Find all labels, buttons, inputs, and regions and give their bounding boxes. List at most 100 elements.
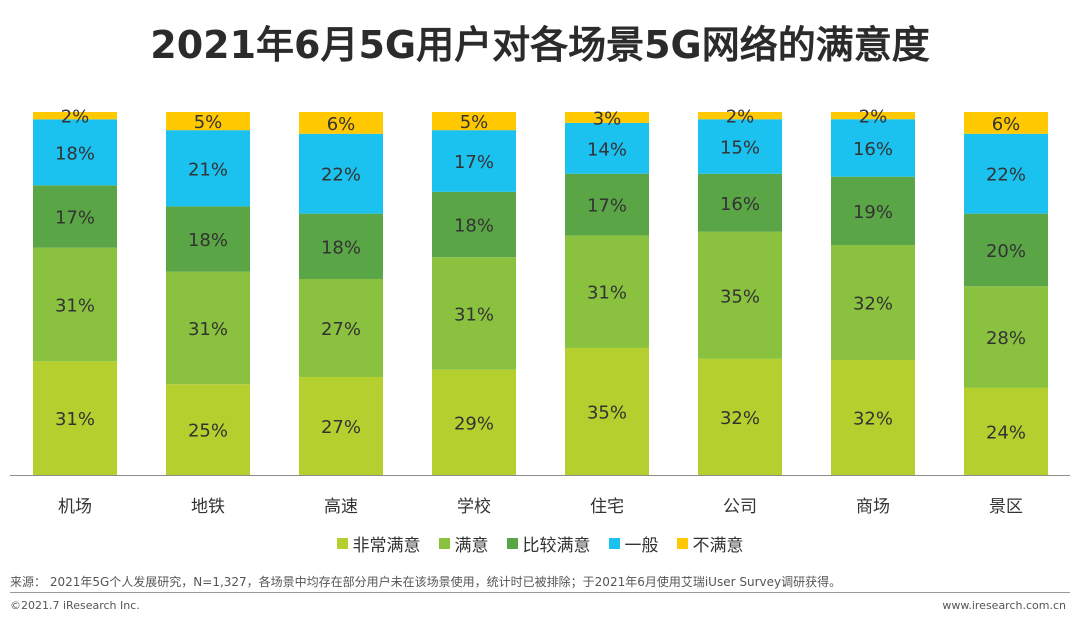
data-label: 19% <box>853 202 893 223</box>
legend-item: 一般 <box>608 531 659 556</box>
bar-segment <box>432 257 516 370</box>
bar-segment <box>432 112 516 131</box>
data-label: 18% <box>454 216 494 237</box>
data-label: 31% <box>188 319 228 340</box>
data-label: 17% <box>454 152 494 173</box>
data-label: 22% <box>321 165 361 186</box>
bar-segment <box>166 130 250 207</box>
bar-segment <box>166 384 250 475</box>
data-label: 15% <box>720 137 760 158</box>
data-label: 17% <box>55 208 95 229</box>
data-label: 16% <box>720 194 760 215</box>
x-tick-label: 学校 <box>457 497 491 517</box>
data-label: 35% <box>587 402 627 423</box>
data-label: 31% <box>454 304 494 325</box>
bar-segment <box>698 231 782 359</box>
legend-item: 满意 <box>438 531 489 556</box>
data-label: 6% <box>327 114 356 135</box>
data-label: 2% <box>61 107 90 128</box>
x-tick-label: 景区 <box>989 497 1023 517</box>
bar-segment <box>33 185 117 248</box>
data-label: 18% <box>321 237 361 258</box>
source-note: 来源： 2021年5G个人发展研究，N=1,327，各场景中均存在部分用户未在该… <box>10 575 842 589</box>
copyright-text: ©2021.7 iResearch Inc. <box>10 599 140 612</box>
data-label: 5% <box>460 112 489 133</box>
legend-swatch <box>438 538 450 549</box>
data-label: 31% <box>587 283 627 304</box>
bar-segment <box>698 112 782 120</box>
legend-item: 非常满意 <box>336 531 421 556</box>
chart-title: 2021年6月5G用户对各场景5G网络的满意度 <box>150 23 930 67</box>
bar-segment <box>299 213 383 279</box>
bar-segment <box>166 206 250 272</box>
bar-segment <box>299 376 383 475</box>
bar-segment <box>698 119 782 174</box>
bar-segment <box>33 361 117 475</box>
data-label: 29% <box>454 413 494 434</box>
bar-segment <box>565 347 649 475</box>
legend-item: 比较满意 <box>506 531 591 556</box>
bar-segment <box>831 119 915 177</box>
data-label: 24% <box>986 422 1026 443</box>
data-label: 16% <box>853 139 893 160</box>
bar-segment <box>964 213 1048 287</box>
bar-segment <box>964 286 1048 388</box>
data-label: 18% <box>188 230 228 251</box>
bar-segment <box>33 247 117 362</box>
data-label: 27% <box>321 319 361 340</box>
legend-item: 不满意 <box>676 531 744 556</box>
bar-segment <box>565 235 649 348</box>
bar-segment <box>698 173 782 232</box>
data-label: 22% <box>986 165 1026 186</box>
data-label: 35% <box>720 286 760 307</box>
data-label: 6% <box>992 114 1021 135</box>
legend-label: 非常满意 <box>352 536 421 556</box>
bar-segment <box>831 112 915 120</box>
bar-segment <box>698 358 782 475</box>
data-label: 32% <box>853 293 893 314</box>
x-tick-label: 地铁 <box>191 497 225 517</box>
legend-swatch <box>506 538 518 549</box>
x-tick-label: 公司 <box>723 497 757 517</box>
bar-segment <box>299 133 383 214</box>
data-label: 18% <box>55 143 95 164</box>
bar-segment <box>166 271 250 385</box>
bar-segment <box>299 278 383 377</box>
website-url: www.iresearch.com.cn <box>942 599 1066 612</box>
legend-label: 满意 <box>454 536 489 556</box>
bar-segment <box>33 119 117 186</box>
data-label: 2% <box>726 107 755 128</box>
legend-swatch <box>336 538 348 549</box>
data-label: 20% <box>986 241 1026 262</box>
data-label: 32% <box>720 408 760 429</box>
bar-segment <box>831 244 915 360</box>
data-label: 17% <box>587 196 627 217</box>
chart-legend: 非常满意 满意 比较满意 一般 不满意 <box>0 531 1080 556</box>
legend-swatch <box>608 538 620 549</box>
bar-segment <box>964 387 1048 475</box>
bar-segment <box>432 369 516 475</box>
x-tick-label: 商场 <box>856 497 890 517</box>
bar-segment <box>166 112 250 131</box>
legend-swatch <box>676 538 688 549</box>
data-label: 2% <box>859 107 888 128</box>
legend-label: 比较满意 <box>522 536 591 556</box>
data-label: 32% <box>853 408 893 429</box>
bar-segment <box>565 112 649 123</box>
bar-segment <box>432 191 516 258</box>
bar-segment <box>964 112 1048 134</box>
bar-segment <box>831 359 915 475</box>
data-label: 31% <box>55 296 95 317</box>
bar-segment <box>33 112 117 120</box>
footer-divider <box>10 592 1070 593</box>
legend-label: 不满意 <box>692 536 744 556</box>
bar-segment <box>565 173 649 236</box>
bar-segment <box>831 176 915 245</box>
data-label: 27% <box>321 417 361 438</box>
x-tick-label: 住宅 <box>590 497 624 517</box>
data-label: 21% <box>188 159 228 180</box>
data-label: 14% <box>587 139 627 160</box>
legend-label: 一般 <box>624 536 659 556</box>
data-label: 28% <box>986 328 1026 349</box>
